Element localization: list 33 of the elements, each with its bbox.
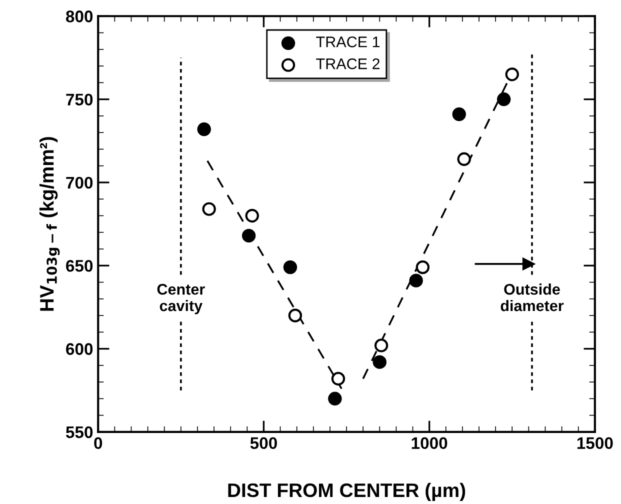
y-tick-label: 600 <box>66 343 93 355</box>
point <box>331 372 346 386</box>
annotation: Center cavity <box>157 284 205 314</box>
x-axis-title: DIST FROM CENTER (µm) <box>228 482 466 502</box>
point <box>496 92 511 106</box>
point <box>372 355 386 369</box>
point <box>505 67 519 82</box>
point <box>374 338 388 352</box>
y-tick-label: 550 <box>66 426 93 438</box>
point <box>283 260 298 274</box>
x-tick-label: 1000 <box>412 437 448 450</box>
point <box>288 308 302 322</box>
point <box>328 392 342 406</box>
legend-label: TRACE 1 <box>316 36 380 48</box>
x-tick-label: 500 <box>250 437 277 450</box>
point <box>245 208 259 223</box>
y-axis-title: HV$_{103g−f}$ (kg/mm²) <box>39 137 60 311</box>
x-tick-label: 0 <box>94 437 102 450</box>
y-tick-label: 700 <box>66 176 93 189</box>
y-tick-label: 800 <box>66 10 93 22</box>
x-tick-label: 1500 <box>577 437 613 450</box>
point <box>202 202 216 216</box>
y-tick-label: 750 <box>66 94 93 106</box>
y-tick-label: 650 <box>66 260 93 272</box>
point <box>416 260 430 274</box>
legend-label: TRACE 2 <box>316 58 380 70</box>
point <box>242 228 256 243</box>
point <box>452 107 466 122</box>
point <box>457 152 471 166</box>
point <box>409 274 423 288</box>
annotation: Outside diameter <box>500 284 564 312</box>
point <box>522 258 535 270</box>
point <box>197 122 211 136</box>
